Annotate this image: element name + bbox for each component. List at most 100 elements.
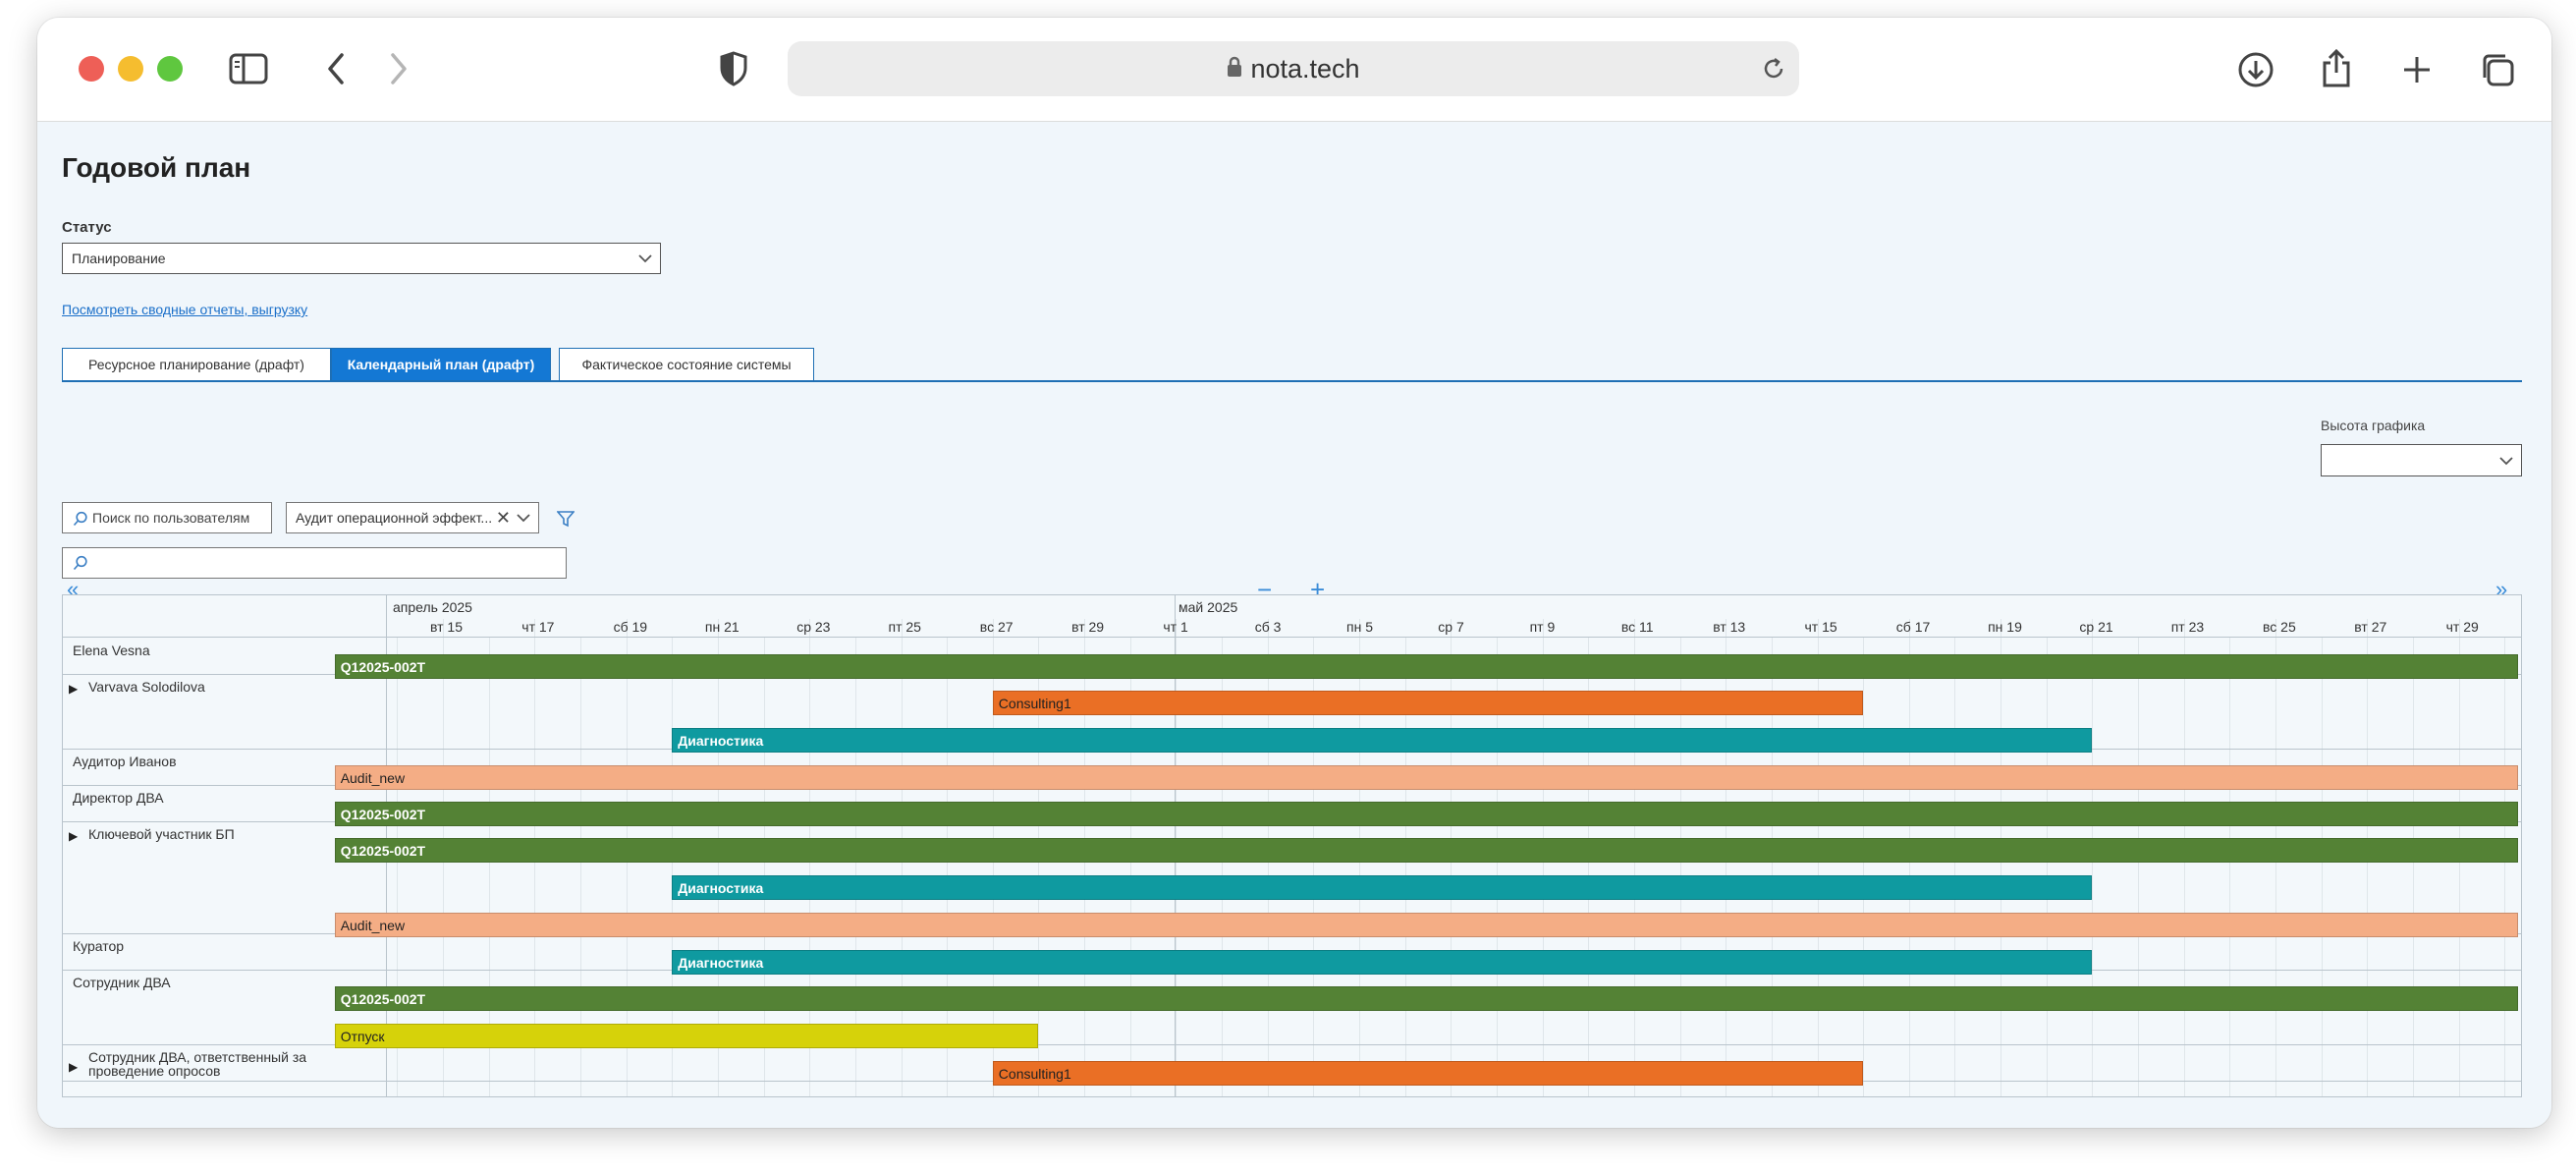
status-select[interactable]: Планирование [62, 243, 661, 274]
project-filter-value: Аудит операционной эффект... [296, 510, 493, 526]
day-label: вс 25 [2263, 619, 2296, 635]
task-search-input[interactable] [62, 547, 567, 579]
chevron-down-icon [2499, 456, 2513, 465]
month-label-april: апрель 2025 [393, 599, 472, 615]
day-label: пн 21 [704, 619, 740, 635]
grid-line [2504, 638, 2506, 1096]
day-label: пн 5 [1346, 619, 1373, 635]
back-icon[interactable] [318, 49, 354, 88]
page-content: Годовой план Статус Планирование Посмотр… [37, 123, 2551, 1128]
grid-line [2138, 638, 2140, 1096]
grid-line [1954, 638, 1956, 1096]
grid-line [1588, 638, 1590, 1096]
resource-name: Сотрудник ДВА [73, 975, 171, 990]
forward-icon[interactable] [381, 49, 416, 88]
task-bar[interactable]: Отпуск [334, 1024, 1039, 1048]
address-bar[interactable]: nota.tech [788, 41, 1799, 96]
new-tab-icon[interactable] [2396, 49, 2438, 90]
user-search-box[interactable]: Поиск по пользователям [62, 502, 272, 533]
day-label: ср 21 [2079, 619, 2113, 635]
day-label: вс 11 [1620, 619, 1654, 635]
filter-icon[interactable] [554, 507, 577, 531]
grid-line [1313, 638, 1315, 1096]
grid-line [672, 638, 674, 1096]
task-bar[interactable]: Consulting1 [992, 691, 1864, 715]
day-label: вт 15 [430, 619, 464, 635]
search-icon [73, 511, 87, 527]
grid-line [579, 638, 581, 1096]
row-divider [63, 1044, 2521, 1045]
tab-resource-planning[interactable]: Ресурсное планирование (драфт) [62, 348, 331, 381]
shield-icon[interactable] [717, 49, 750, 88]
month-label-may: май 2025 [1178, 599, 1238, 615]
zoom-window-button[interactable] [157, 56, 183, 82]
task-bar[interactable]: Q12025-002T [334, 838, 2518, 863]
project-filter-select[interactable]: Аудит операционной эффект... ✕ [286, 502, 539, 533]
url-text: nota.tech [1250, 53, 1360, 84]
day-label: чт 17 [521, 619, 555, 635]
search-icon [73, 555, 87, 571]
task-bar[interactable]: Audit_new [334, 765, 2518, 790]
grid-line [488, 638, 490, 1096]
grid-line [854, 638, 856, 1096]
task-bar[interactable]: Q12025-002T [334, 802, 2518, 826]
day-label: сб 19 [613, 619, 648, 635]
close-window-button[interactable] [79, 56, 104, 82]
day-label: ср 7 [1438, 619, 1464, 635]
status-select-value: Планирование [72, 251, 166, 266]
grid-line [1863, 638, 1865, 1096]
task-bar[interactable]: Диагностика [672, 728, 2093, 753]
grid-line [1496, 638, 1498, 1096]
clear-filter-icon[interactable]: ✕ [495, 508, 511, 528]
grid-line [397, 638, 399, 1096]
resource-name: Varvava Solodilova [88, 679, 205, 695]
grid-line [2321, 638, 2323, 1096]
share-icon[interactable] [2316, 45, 2357, 90]
day-label: пт 9 [1529, 619, 1556, 635]
day-label: вт 13 [1713, 619, 1746, 635]
reports-link[interactable]: Посмотреть сводные отчеты, выгрузку [62, 302, 308, 317]
lock-icon [1227, 54, 1242, 84]
expand-row-icon[interactable]: ▶ [69, 1060, 79, 1074]
grid-line [1679, 638, 1681, 1096]
day-label: вт 29 [1071, 619, 1105, 635]
day-label: ср 23 [796, 619, 831, 635]
timeline-header: апрель 2025 май 2025 вт 15 чт 17 сб 19 пн 2… [63, 595, 2521, 638]
chart-height-select[interactable] [2321, 444, 2522, 476]
grid-line [1222, 638, 1224, 1096]
browser-window: nota.tech Годовой план Статус Планирован… [37, 18, 2551, 1128]
task-bar[interactable]: Диагностика [672, 950, 2093, 975]
day-label: чт 15 [1804, 619, 1837, 635]
task-bar[interactable]: Диагностика [672, 875, 2093, 900]
chart-height-label: Высота графика [2321, 418, 2426, 433]
minimize-window-button[interactable] [118, 56, 143, 82]
resource-name: Elena Vesna [73, 643, 150, 658]
status-label: Статус [62, 219, 112, 236]
task-bar[interactable]: Q12025-002T [334, 986, 2518, 1011]
grid-line [1129, 638, 1131, 1096]
tab-actual-state[interactable]: Фактическое состояние системы [559, 348, 814, 381]
day-label: вт 27 [2354, 619, 2387, 635]
task-bar[interactable]: Consulting1 [992, 1061, 1864, 1086]
tab-calendar-plan[interactable]: Календарный план (драфт) [331, 348, 551, 381]
grid-line [763, 638, 765, 1096]
resource-name: Куратор [73, 938, 125, 954]
chevron-down-icon [638, 254, 652, 263]
download-icon[interactable] [2235, 49, 2276, 90]
day-label: пт 25 [888, 619, 921, 635]
sidebar-toggle-icon[interactable] [228, 49, 269, 88]
grid-line [2412, 638, 2414, 1096]
chevron-down-icon [517, 514, 530, 523]
day-label: сб 3 [1254, 619, 1282, 635]
expand-row-icon[interactable]: ▶ [69, 682, 79, 696]
day-label: чт 1 [1163, 619, 1188, 635]
task-bar[interactable]: Q12025-002T [334, 654, 2518, 679]
day-label: сб 17 [1895, 619, 1931, 635]
tabs-overview-icon[interactable] [2477, 49, 2518, 90]
tabs-underline [62, 380, 2522, 382]
grid-line [947, 638, 949, 1096]
day-label: вс 27 [979, 619, 1014, 635]
task-bar[interactable]: Audit_new [334, 913, 2518, 937]
reload-icon[interactable] [1758, 53, 1789, 84]
expand-row-icon[interactable]: ▶ [69, 829, 79, 843]
